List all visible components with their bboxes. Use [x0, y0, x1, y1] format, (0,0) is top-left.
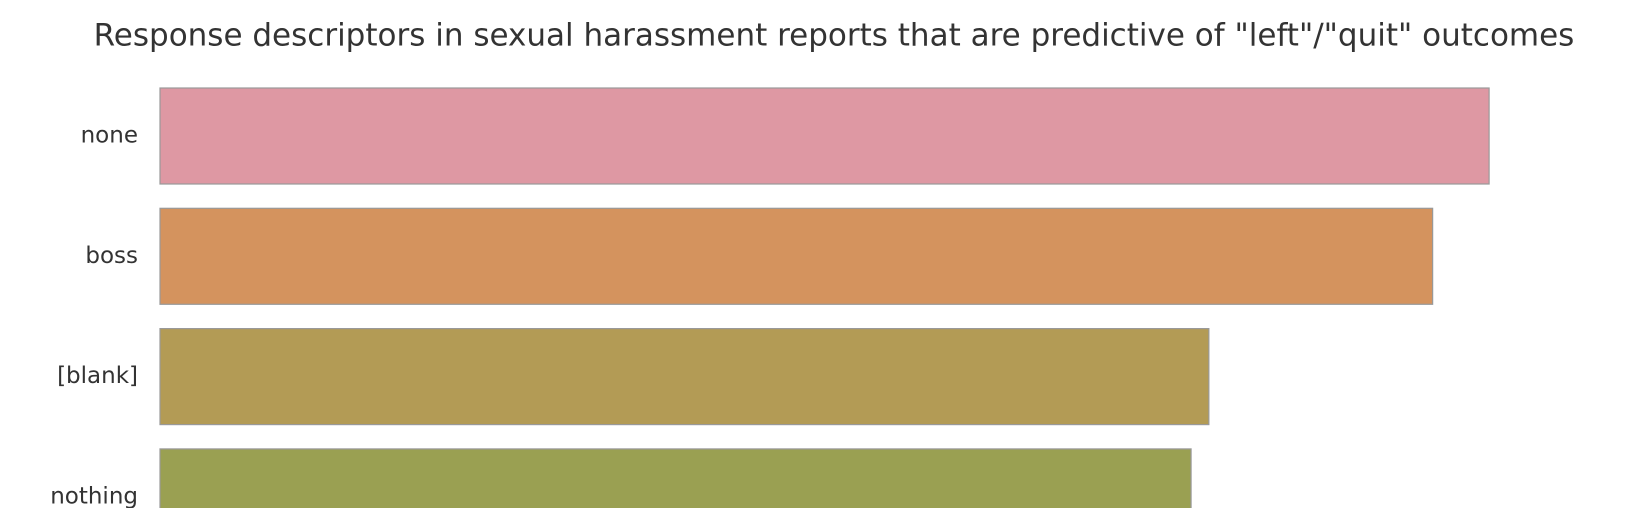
bar [159, 328, 1210, 426]
bar [159, 207, 1434, 305]
y-tick-label: none [81, 123, 138, 149]
y-tick-label: nothing [50, 483, 138, 508]
chart-title: Response descriptors in sexual harassmen… [94, 18, 1575, 54]
y-tick-label: boss [85, 243, 138, 269]
bar [159, 87, 1490, 185]
bar [159, 448, 1192, 508]
y-tick-label: [blank] [57, 363, 138, 389]
